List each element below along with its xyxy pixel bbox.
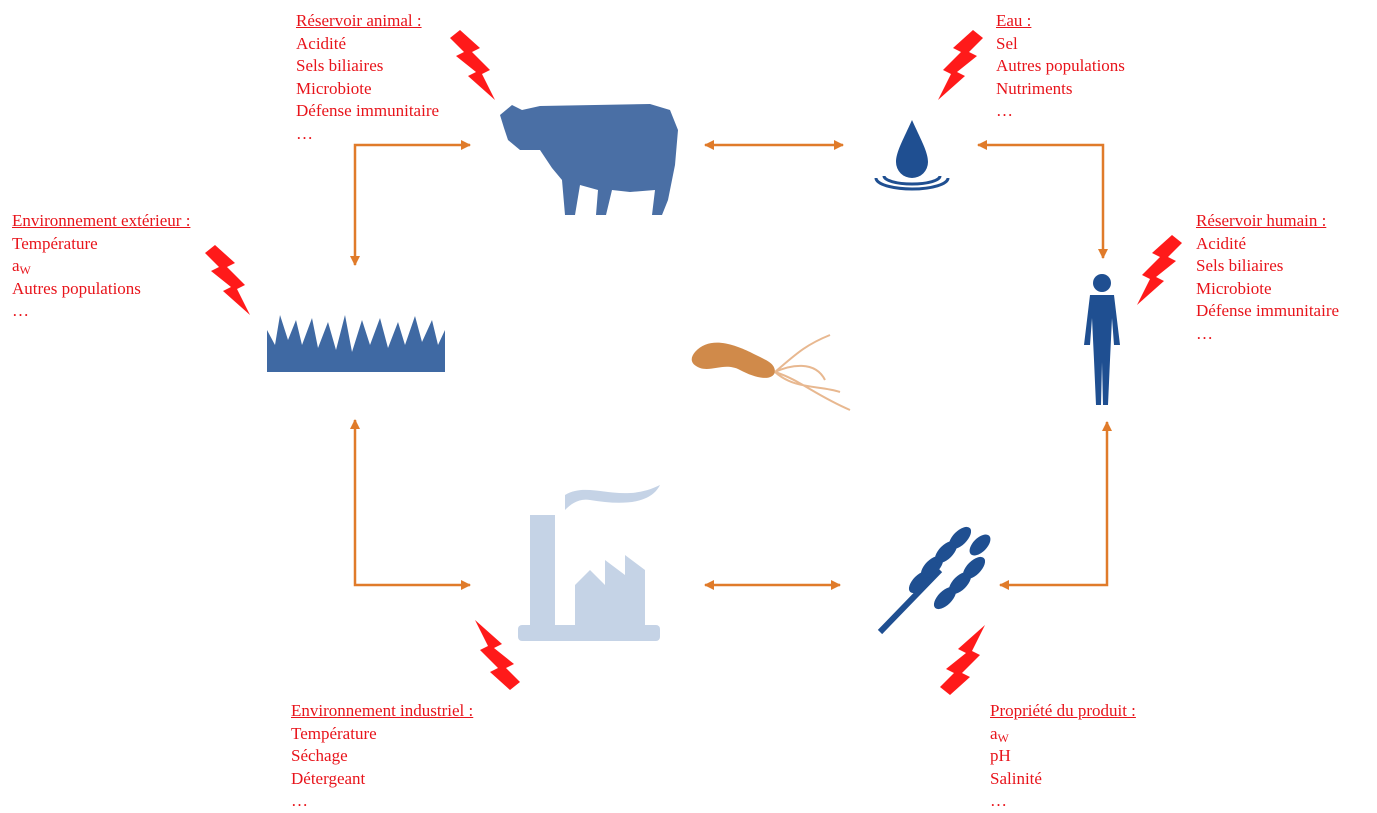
item-text: a — [990, 724, 998, 743]
node-item: Salinité — [990, 768, 1136, 791]
node-item: Détergeant — [291, 768, 473, 791]
item-subscript: W — [998, 731, 1009, 745]
node-item: Sels biliaires — [296, 55, 439, 78]
node-item: … — [291, 790, 473, 813]
node-item: … — [990, 790, 1136, 813]
node-item: Température — [291, 723, 473, 746]
bolt — [475, 620, 520, 690]
node-item: Autres populations — [12, 278, 190, 301]
arrow — [978, 145, 1103, 258]
human-icon — [1084, 274, 1120, 405]
node-item: Séchage — [291, 745, 473, 768]
grass-icon — [267, 315, 445, 372]
node-item: … — [1196, 323, 1339, 346]
cow-icon — [500, 104, 678, 215]
node-item: Défense immunitaire — [296, 100, 439, 123]
node-item: Température — [12, 233, 190, 256]
arrow — [355, 145, 470, 265]
bolt — [450, 30, 495, 100]
node-title: Eau : — [996, 10, 1125, 33]
drop-icon — [876, 120, 948, 189]
item-text: a — [12, 256, 20, 275]
node-title: Environnement industriel : — [291, 700, 473, 723]
bolt — [940, 625, 985, 695]
diagram — [0, 0, 1377, 809]
node-item: pH — [990, 745, 1136, 768]
node-title: Environnement extérieur : — [12, 210, 190, 233]
node-item: Défense immunitaire — [1196, 300, 1339, 323]
factory-icon — [518, 485, 660, 641]
node-item: Acidité — [1196, 233, 1339, 256]
node-item: … — [996, 100, 1125, 123]
node-item: Nutriments — [996, 78, 1125, 101]
node-item: aW — [990, 723, 1136, 746]
node-item: Microbiote — [296, 78, 439, 101]
wheat-icon — [880, 523, 994, 632]
arrow — [355, 420, 470, 585]
node-title: Réservoir animal : — [296, 10, 439, 33]
node-item: Acidité — [296, 33, 439, 56]
arrow — [1000, 422, 1107, 585]
bolt — [1137, 235, 1182, 305]
item-subscript: W — [20, 263, 31, 277]
node-item: … — [12, 300, 190, 323]
node-title: Réservoir humain : — [1196, 210, 1339, 233]
node-item: Sels biliaires — [1196, 255, 1339, 278]
page: Réservoir animal :AciditéSels biliairesM… — [0, 0, 1377, 809]
node-item: Microbiote — [1196, 278, 1339, 301]
bolt — [938, 30, 983, 100]
node-item: Sel — [996, 33, 1125, 56]
node-title: Propriété du produit : — [990, 700, 1136, 723]
node-item: … — [296, 123, 439, 146]
node-item: Autres populations — [996, 55, 1125, 78]
bacterium-icon — [692, 335, 850, 410]
node-item: aW — [12, 255, 190, 278]
bolt — [205, 245, 250, 315]
